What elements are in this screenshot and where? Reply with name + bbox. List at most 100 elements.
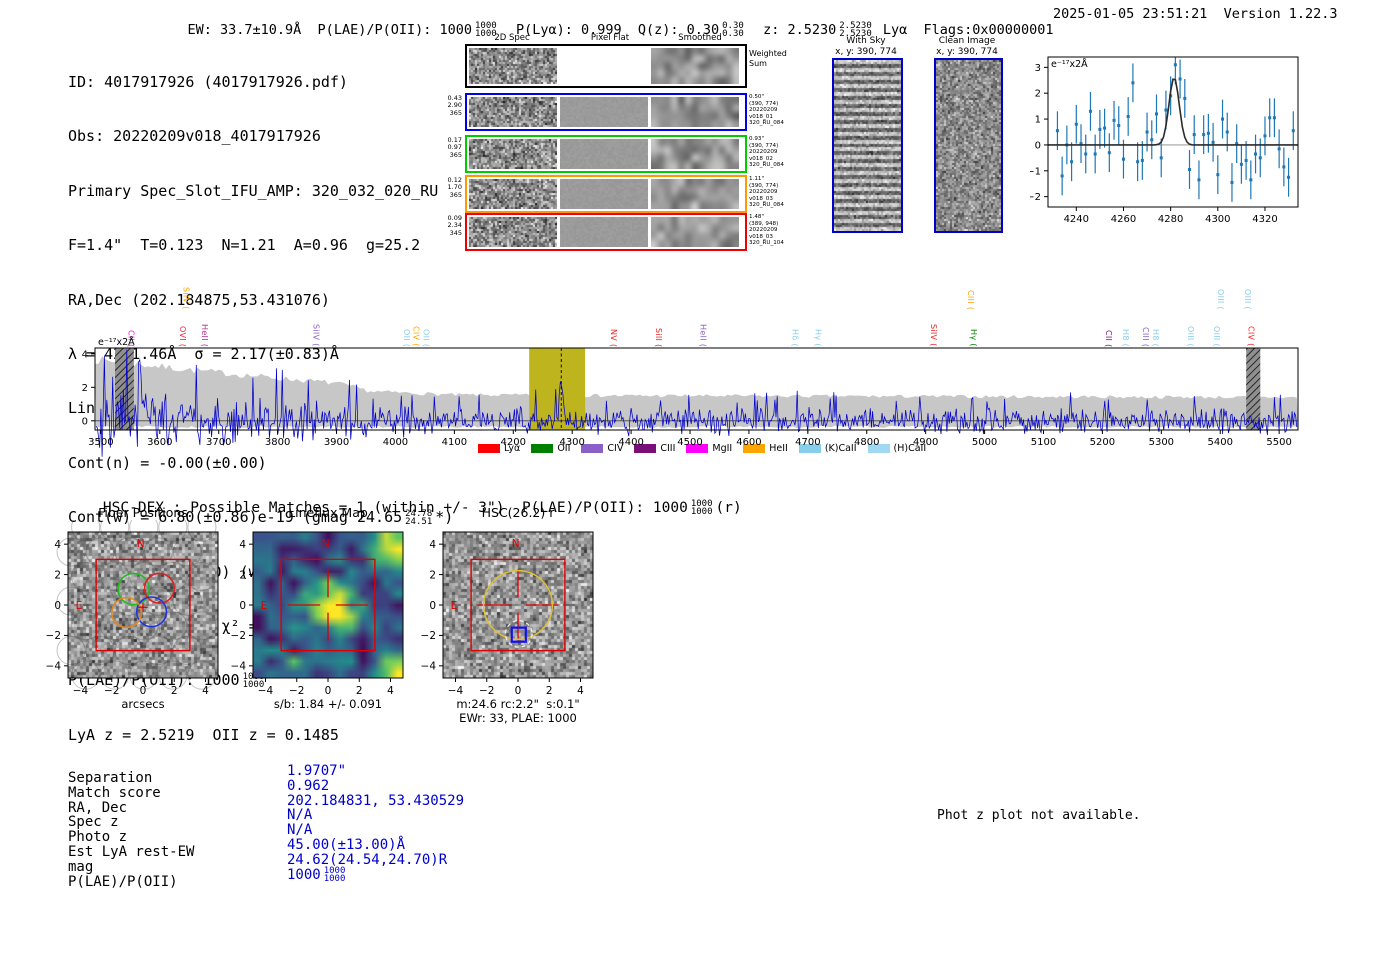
match-row-label: Est LyA rest-EW: [68, 844, 195, 860]
tick-label: 5500: [1266, 437, 1291, 448]
full-spectrum-plot: 3500 3600 3700 3800 3900 4000 4100 4200 4300 4400…: [82, 336, 1299, 457]
tick-label: −4: [448, 685, 464, 697]
plot-frame: [1047, 56, 1299, 208]
match-row-label: Match score: [68, 784, 161, 801]
match-row-value: N/A: [287, 807, 312, 823]
match-row-value: 0.962: [287, 778, 329, 794]
exposure-row: [465, 135, 747, 173]
right-label-line: (390, 774): [749, 182, 779, 189]
right-label-line: 320_RU_104: [749, 240, 784, 247]
info-cont-w: Cont(w) = 6.80(±0.86)e-19 (gmag 24.65 24.…: [68, 509, 453, 527]
tick-label: 4000: [383, 437, 408, 448]
exposure-row: [465, 175, 747, 213]
fiber-footprint-circle: [56, 537, 86, 567]
legend-swatch: [798, 444, 821, 453]
panel-title-hsc-r: HSC(26.2) r: [481, 505, 555, 520]
legend-swatch: [478, 444, 500, 453]
left-label-line: 0.09: [447, 214, 462, 222]
tick-label: 5000: [972, 437, 997, 448]
legend-swatch: [634, 444, 657, 453]
tick-label: −2: [289, 685, 304, 697]
match-row-value: 1000 1000 1000: [287, 866, 348, 883]
tick-label: E: [451, 600, 458, 612]
spectral-line-labels-layer: CII (SiIV (OVI (HeII (SiIV (OII (CIV (OI…: [95, 266, 1298, 348]
data-point: [1126, 114, 1130, 118]
data-point: [1178, 77, 1182, 81]
header-ew-plae: EW: 33.7±10.9Å P(LAE)/P(OII): 1000: [187, 22, 472, 39]
data-point: [1258, 156, 1262, 160]
noise-strip-image: [469, 179, 557, 209]
spectral-line-label: HeII (: [199, 323, 209, 347]
fiber-footprint-circle: [56, 635, 86, 666]
fiber-footprint-circle: [187, 561, 217, 592]
noise-strip-image: [469, 97, 557, 127]
fraction-top: 0.30: [722, 21, 744, 31]
data-point: [1074, 122, 1078, 126]
fraction-bottom: 1000: [475, 29, 497, 40]
error-envelope: [95, 356, 1298, 428]
plot-frame: [442, 531, 594, 679]
fiber-footprint-circle: [100, 611, 130, 641]
tick-label: 4280: [1158, 214, 1183, 225]
hsc-dex-header: HSC-DEX : Possible Matches = 1 (within +…: [68, 484, 742, 532]
tick-label: 0: [325, 685, 332, 697]
info-seeing: F=1.4" T=0.123 N=1.21 A=0.96 g=25.2: [68, 236, 421, 255]
spectral-line-label: CIV (: [411, 326, 421, 347]
tick-label: 4240: [1064, 214, 1089, 225]
left-label-line: 0.12: [447, 176, 462, 184]
smooth-strip-image: [651, 217, 739, 247]
right-label-line: v018_02: [749, 155, 773, 162]
spectral-line-label: OVI (: [177, 325, 187, 347]
match-row-value: 1.9707": [287, 763, 346, 779]
tick-label: −4: [258, 685, 274, 697]
match-row-label: Spec z: [68, 814, 119, 831]
data-point: [1150, 138, 1154, 142]
fiber-footprint-circle: [71, 660, 101, 690]
right-label-line: 320_RU_084: [749, 120, 784, 127]
tick-label: −4: [46, 661, 62, 673]
data-point: [1112, 118, 1116, 122]
fiber-footprint-circle: [85, 537, 115, 567]
fiber-footprint-circle: [71, 520, 101, 542]
spectral-line-label: OII (: [401, 328, 411, 347]
clean-image: [934, 58, 1003, 233]
tick-label: 4500: [677, 437, 702, 448]
legend-label: HeII: [769, 443, 788, 454]
data-point: [1055, 129, 1059, 133]
fiber-footprint-circle: [100, 660, 130, 690]
left-label-line: 365: [449, 150, 462, 159]
data-point: [1121, 157, 1125, 161]
spectral-line-label: CIV (: [1246, 326, 1256, 347]
match-value-text: 0.962: [287, 777, 330, 794]
tick-label: −2: [421, 630, 436, 642]
smooth-strip-image: [651, 179, 739, 209]
tick-label: 4900: [913, 437, 938, 448]
data-point: [1164, 108, 1168, 112]
data-point: [1263, 134, 1267, 138]
header-line-flags: Lyα Flags:0x00000001: [874, 22, 1054, 39]
right-label-line: v018_03: [749, 195, 773, 202]
fiber-circle: [143, 572, 176, 604]
spectral-line-label: CII (: [1104, 329, 1114, 347]
spectral-line-label: OIII (: [1211, 326, 1221, 347]
tick-label: 4: [577, 685, 584, 697]
right-label-line: (390, 774): [749, 100, 779, 107]
match-value-text: N/A: [287, 807, 313, 824]
match-row-label: mag: [68, 858, 94, 875]
spectral-line-label: HeII (: [698, 323, 708, 347]
tick-label: 4: [202, 685, 209, 697]
match-row-value: 45.00(±13.00)Å: [287, 837, 405, 853]
fiber-footprint-circle: [158, 520, 188, 542]
legend-item: MgII: [686, 443, 732, 454]
spectral-line-label: SiIV (: [929, 324, 939, 347]
exposure-row-right-labels: 0.93" (390, 774) 20220209 v018_02 320_RU_084: [749, 136, 784, 169]
match-row-label: Separation: [68, 770, 153, 786]
data-point: [1249, 178, 1253, 182]
cutout-axes-overlay: −4 −4 −2 −2 0 0 2 2 4 4 N E: [421, 531, 594, 697]
spectral-line-label: NV (: [609, 328, 619, 347]
left-label-line: 2.34: [447, 221, 462, 230]
header-plae-fraction: 1000 1000: [475, 21, 497, 40]
tick-label: 4300: [559, 437, 584, 448]
noise-strip-image: [469, 139, 557, 169]
right-label-line: 20220209: [749, 107, 778, 114]
